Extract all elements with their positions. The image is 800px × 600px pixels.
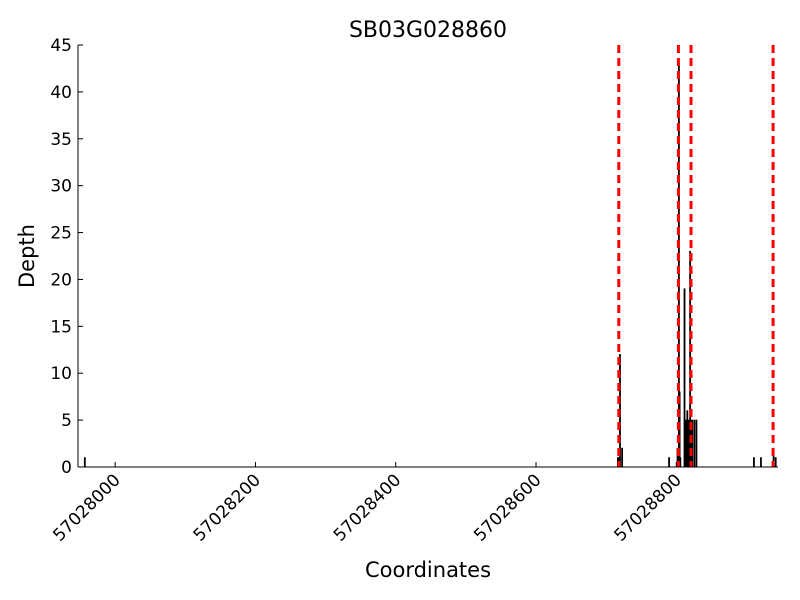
bar (687, 419, 690, 468)
bar (695, 419, 698, 468)
chart-title: SB03G028860 (349, 18, 507, 43)
y-tick-label: 30 (50, 177, 72, 197)
y-axis-label: Depth (15, 224, 39, 288)
y-tick-label: 40 (50, 83, 72, 103)
y-tick-label: 5 (61, 411, 72, 431)
bar (621, 447, 623, 468)
y-tick-label: 15 (50, 317, 72, 337)
y-tick-label: 35 (50, 130, 72, 150)
y-tick-label: 0 (61, 458, 72, 478)
bar (760, 457, 762, 468)
bar (693, 419, 696, 468)
y-tick-label: 10 (50, 364, 72, 384)
bar (668, 457, 670, 468)
x-axis-label: Coordinates (365, 558, 491, 582)
bar (679, 457, 682, 468)
bar (686, 410, 689, 468)
x-tick-label: 57028600 (470, 470, 545, 545)
bar (83, 457, 86, 468)
x-tick-label: 57028400 (330, 470, 405, 545)
x-tick-label: 57028000 (49, 470, 124, 545)
y-tick-label: 45 (50, 36, 72, 56)
y-tick-label: 25 (50, 224, 72, 244)
x-tick-label: 57028800 (611, 470, 686, 545)
y-tick-label: 20 (50, 270, 72, 290)
bar (753, 457, 755, 468)
bar (684, 419, 687, 468)
x-tick-label: 57028200 (190, 470, 265, 545)
bar (774, 457, 777, 468)
